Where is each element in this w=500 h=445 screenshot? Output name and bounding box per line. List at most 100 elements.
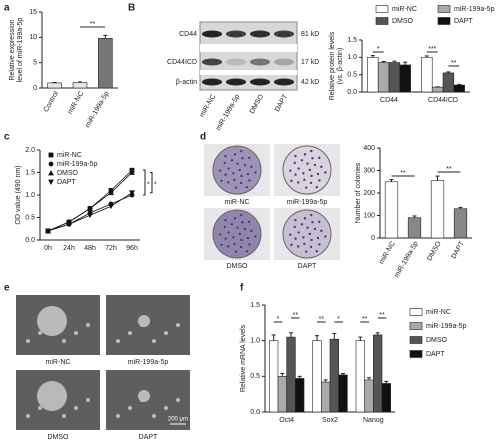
plate-label: miR-NC	[225, 199, 250, 206]
legend-label: miR-199a-5p	[57, 161, 98, 168]
panel-letter: f	[240, 283, 244, 294]
colony	[233, 153, 237, 156]
colony	[243, 227, 247, 231]
cell	[74, 406, 78, 410]
cell	[86, 323, 90, 327]
colony	[220, 179, 223, 183]
colony	[302, 172, 305, 175]
bar	[321, 381, 331, 413]
legend-swatch	[375, 5, 389, 13]
sig-label: **	[451, 60, 457, 67]
colony	[239, 181, 243, 185]
sig-label: **	[362, 316, 368, 323]
colony	[297, 181, 300, 184]
error-bar	[297, 375, 302, 379]
colony	[290, 243, 293, 247]
bar	[442, 72, 455, 93]
legend-label: DMSO	[57, 170, 79, 177]
colony	[233, 178, 236, 182]
colony	[250, 165, 253, 169]
colony	[223, 225, 226, 229]
colony	[308, 232, 312, 236]
error-bar	[370, 55, 375, 58]
sig-label: **	[379, 312, 385, 319]
colony	[224, 154, 227, 158]
error-bar	[52, 81, 57, 83]
cell	[50, 323, 54, 327]
colony	[224, 218, 227, 222]
blot-band	[250, 30, 270, 38]
legend-label: miR-NC	[57, 152, 82, 159]
colony	[320, 229, 323, 233]
bar	[388, 62, 401, 93]
legend-label: DAPT	[454, 18, 473, 25]
x-tick-label: CD44	[380, 97, 398, 104]
y-tick-label: 400	[363, 145, 375, 152]
colony	[234, 186, 238, 189]
bar	[312, 340, 322, 413]
y-tick-label: 1.5	[250, 302, 260, 309]
cell	[140, 323, 144, 327]
sig-label: *	[337, 316, 340, 323]
bar	[47, 82, 62, 89]
bar	[377, 62, 390, 93]
legend-swatch	[437, 17, 451, 25]
sig-bracket	[143, 169, 146, 196]
plate-label: miR-199a-5p	[287, 199, 328, 206]
cell	[62, 339, 66, 343]
colony	[224, 173, 227, 176]
plate-label: DMSO	[227, 263, 249, 270]
blot-band	[226, 78, 246, 86]
colony	[254, 171, 257, 174]
colony	[234, 250, 238, 253]
x-tick-label: Oct4	[279, 417, 294, 424]
bar	[98, 38, 113, 89]
bar	[72, 82, 88, 89]
legend-swatch	[409, 350, 423, 358]
legend-label: miR-NC	[426, 309, 451, 316]
blot-band	[274, 30, 294, 38]
y-axis-label: OD value (490 nm)	[15, 165, 22, 224]
colony	[310, 149, 313, 153]
colony	[236, 162, 239, 165]
colony	[245, 185, 249, 189]
x-tick-label: miR-199a-5p	[394, 240, 420, 279]
bar	[277, 376, 287, 413]
x-tick-label: 96h	[126, 245, 138, 252]
marker	[129, 169, 135, 175]
x-tick-label: Nanog	[363, 417, 384, 424]
colony	[294, 218, 297, 222]
blot-size-label: 42 kD	[301, 79, 319, 86]
blot-band	[274, 78, 294, 86]
colony	[230, 223, 234, 226]
colony	[239, 245, 243, 249]
micro-label: DAPT	[139, 434, 158, 441]
blot-row-label: CD44ICD	[167, 59, 197, 66]
bar	[421, 57, 433, 93]
y-tick-label: 100	[363, 212, 375, 219]
colony	[308, 168, 312, 172]
colony	[220, 243, 223, 247]
colony	[246, 236, 250, 240]
bar	[407, 217, 422, 239]
colony	[240, 213, 243, 217]
sig-label: *	[147, 181, 150, 188]
colony	[311, 157, 314, 160]
colony	[219, 233, 222, 236]
y-tick-label: 300	[363, 167, 375, 174]
bar	[286, 336, 296, 413]
x-tick-label: DAPT	[450, 240, 466, 260]
legend-marker	[48, 152, 54, 158]
error-bar	[367, 377, 371, 380]
colony	[313, 227, 317, 231]
x-tick-label: DMSO	[426, 240, 443, 262]
error-bar	[271, 334, 276, 341]
cell	[128, 406, 132, 410]
y-tick-label: 0	[33, 85, 37, 92]
colony	[297, 231, 300, 234]
colony	[230, 159, 234, 162]
error-bar	[446, 71, 451, 73]
y-tick-label: 0.0	[250, 409, 260, 416]
colony	[318, 156, 321, 160]
